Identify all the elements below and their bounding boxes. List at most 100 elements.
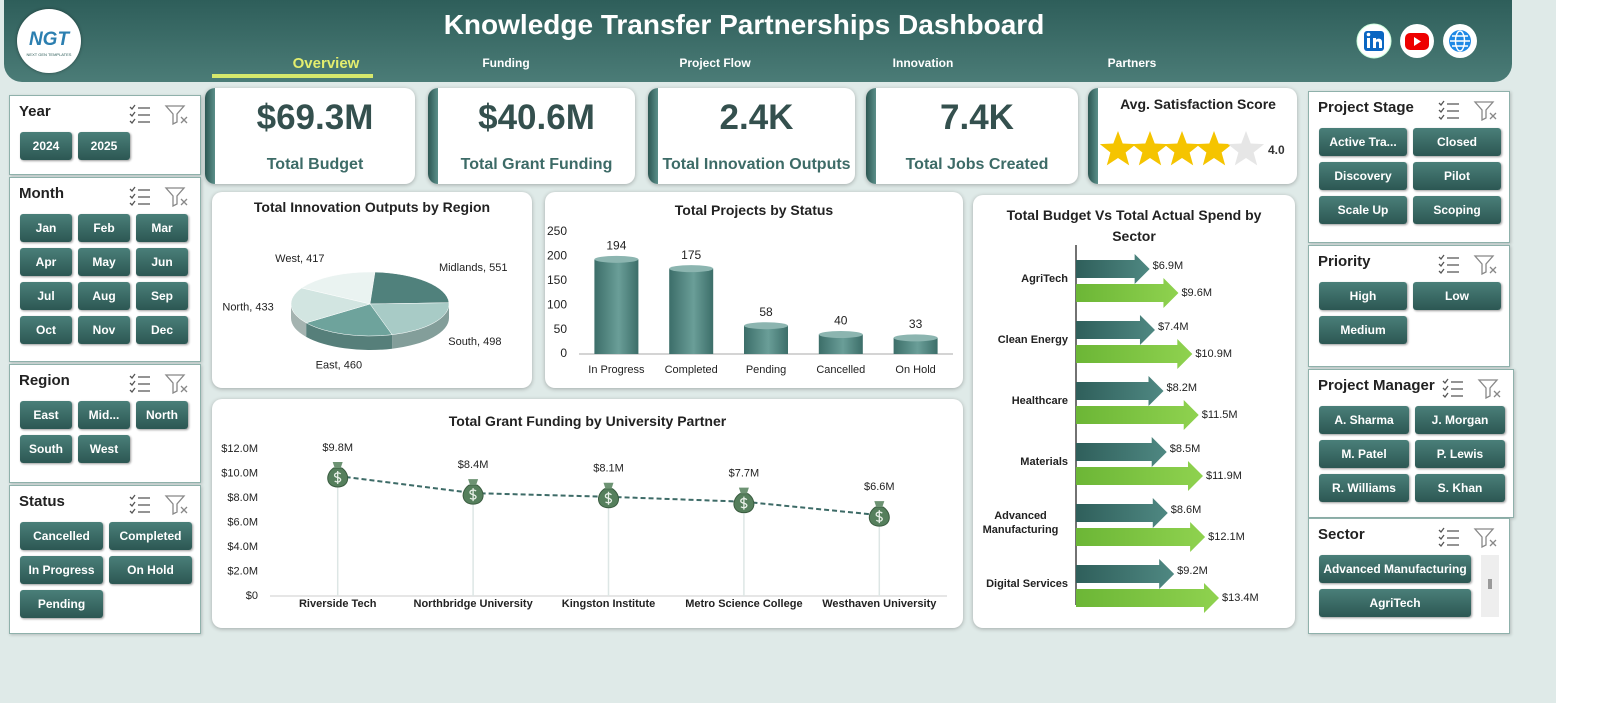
y-tick-label: 150 bbox=[547, 273, 567, 287]
kpi-label: Total Grant Funding bbox=[460, 156, 613, 173]
clear-filter-icon[interactable] bbox=[164, 495, 188, 515]
slicer-button[interactable]: On Hold bbox=[109, 556, 192, 584]
pie-label: Midlands, 551 bbox=[439, 262, 508, 274]
slicer-button[interactable]: Mar bbox=[136, 214, 188, 242]
slicer-button[interactable]: Sep bbox=[136, 282, 188, 310]
multi-select-icon[interactable] bbox=[1438, 527, 1459, 547]
nav-item[interactable]: Overview bbox=[292, 55, 360, 72]
multi-select-icon[interactable] bbox=[129, 186, 150, 206]
slicer-button[interactable]: In Progress bbox=[20, 556, 103, 584]
multi-select-icon[interactable] bbox=[129, 373, 150, 393]
nav-item[interactable]: Funding bbox=[482, 56, 530, 70]
multi-select-icon[interactable] bbox=[129, 104, 150, 124]
slicer-button[interactable]: M. Patel bbox=[1319, 440, 1409, 468]
slicer-button[interactable]: Closed bbox=[1413, 128, 1501, 156]
slicer-button[interactable]: R. Williams bbox=[1319, 474, 1409, 502]
chart-card: $6.9M $9.6M $7.4M $10.9M $8.2M $11.5M $8.5M $11… bbox=[973, 195, 1295, 628]
bar-top bbox=[594, 255, 639, 263]
clear-filter-icon[interactable] bbox=[1473, 255, 1497, 275]
x-tick-label: Metro Science College bbox=[685, 598, 802, 610]
slicer-button[interactable]: West bbox=[78, 435, 130, 463]
slicer-button[interactable]: South bbox=[20, 435, 72, 463]
arrow-bar bbox=[1076, 583, 1219, 613]
slicer-button[interactable]: Aug bbox=[78, 282, 130, 310]
nav-item[interactable]: Innovation bbox=[892, 56, 954, 70]
pie-label: North, 433 bbox=[222, 301, 273, 313]
slicer-button[interactable]: 2024 bbox=[20, 132, 72, 160]
slicer-icons bbox=[1438, 254, 1497, 275]
linkedin-icon[interactable] bbox=[1356, 23, 1392, 59]
chart: $0 $2.0M $4.0M $6.0M $8.0M $10.0M $12.0M $9.8M R… bbox=[221, 442, 947, 610]
slicer-button[interactable]: Discovery bbox=[1319, 162, 1407, 190]
pie-side bbox=[291, 304, 307, 337]
y-tick-label: $6.0M bbox=[227, 516, 258, 528]
multi-select-icon[interactable] bbox=[1438, 254, 1459, 274]
slicer-button[interactable]: Completed bbox=[109, 522, 192, 550]
chart: $6.9M $9.6M $7.4M $10.9M $8.2M $11.5M $8.5M $11… bbox=[1075, 245, 1259, 613]
slicer-button[interactable]: Oct bbox=[20, 316, 72, 344]
slicer-button[interactable]: Mid... bbox=[78, 401, 130, 429]
clear-filter-icon[interactable] bbox=[1473, 101, 1497, 121]
slicer-button[interactable]: East bbox=[20, 401, 72, 429]
clear-filter-icon[interactable] bbox=[1473, 528, 1497, 548]
multi-select-icon[interactable] bbox=[1442, 378, 1463, 398]
slicer-button[interactable]: 2025 bbox=[78, 132, 130, 160]
slicer-button[interactable]: P. Lewis bbox=[1415, 440, 1505, 468]
kpi-value: 2.4K bbox=[719, 98, 794, 137]
data-label: 40 bbox=[834, 314, 848, 328]
slicer-button[interactable]: Medium bbox=[1319, 316, 1407, 344]
slicer-button[interactable]: S. Khan bbox=[1415, 474, 1505, 502]
x-tick-label: Riverside Tech bbox=[299, 598, 377, 610]
bag-neck bbox=[874, 501, 885, 508]
money-bag-marker bbox=[327, 461, 349, 488]
slicer-icons bbox=[1438, 100, 1497, 121]
clear-filter-icon[interactable] bbox=[164, 187, 188, 207]
multi-select-icon[interactable] bbox=[129, 494, 150, 514]
slicer-button[interactable]: Feb bbox=[78, 214, 130, 242]
slicer-button[interactable]: Jun bbox=[136, 248, 188, 276]
slicer-button[interactable]: Pilot bbox=[1413, 162, 1501, 190]
slicer-button[interactable]: Dec bbox=[136, 316, 188, 344]
youtube-icon[interactable] bbox=[1400, 24, 1434, 58]
slicer-button[interactable]: Cancelled bbox=[20, 522, 103, 550]
slicer-button[interactable]: High bbox=[1319, 282, 1407, 310]
y-tick-label: $4.0M bbox=[227, 541, 258, 553]
slicer-button[interactable]: A. Sharma bbox=[1319, 406, 1409, 434]
clear-filter-icon[interactable] bbox=[164, 105, 188, 125]
slicer-button[interactable]: Scale Up bbox=[1319, 196, 1407, 224]
arrow-bar bbox=[1076, 376, 1164, 406]
multi-select-icon[interactable] bbox=[1438, 100, 1459, 120]
data-label: 175 bbox=[681, 248, 701, 262]
web-icon[interactable] bbox=[1443, 24, 1477, 58]
slicer-button[interactable]: Low bbox=[1413, 282, 1501, 310]
card-accent bbox=[648, 88, 658, 184]
clear-filter-icon[interactable] bbox=[1477, 379, 1501, 399]
slicer-button[interactable]: Scoping bbox=[1413, 196, 1501, 224]
nav-item[interactable]: Partners bbox=[1107, 56, 1157, 70]
clear-filter-icon[interactable] bbox=[164, 374, 188, 394]
y-tick-label: Clean Energy bbox=[997, 334, 1068, 346]
data-label: $6.9M bbox=[1153, 260, 1184, 272]
slicer-button[interactable]: May bbox=[78, 248, 130, 276]
slicer-button[interactable]: Active Tra... bbox=[1319, 128, 1407, 156]
y-tick-label: 200 bbox=[547, 249, 567, 263]
nav-underline bbox=[212, 74, 373, 78]
x-tick-label: Northbridge University bbox=[414, 598, 534, 610]
icon-glyph bbox=[1367, 38, 1370, 48]
data-label: $8.4M bbox=[458, 459, 489, 471]
slicer-button[interactable]: North bbox=[136, 401, 188, 429]
slicer-button[interactable]: AgriTech bbox=[1319, 589, 1471, 617]
nav-item[interactable]: Project Flow bbox=[679, 56, 751, 70]
kpi-card: 2.4K Total Innovation Outputs bbox=[648, 88, 855, 184]
slicer-button[interactable]: Nov bbox=[78, 316, 130, 344]
slicer-button[interactable]: Jul bbox=[20, 282, 72, 310]
slicer-button[interactable]: J. Morgan bbox=[1415, 406, 1505, 434]
pie-label: South, 498 bbox=[448, 336, 501, 348]
bag-neck bbox=[332, 461, 343, 468]
slicer-button[interactable]: Pending bbox=[20, 590, 103, 618]
slicer-button[interactable]: Advanced Manufacturing bbox=[1319, 555, 1471, 583]
slicer-button[interactable]: Apr bbox=[20, 248, 72, 276]
rating-star bbox=[1195, 131, 1233, 166]
arrow-bar bbox=[1076, 461, 1203, 491]
slicer-button[interactable]: Jan bbox=[20, 214, 72, 242]
